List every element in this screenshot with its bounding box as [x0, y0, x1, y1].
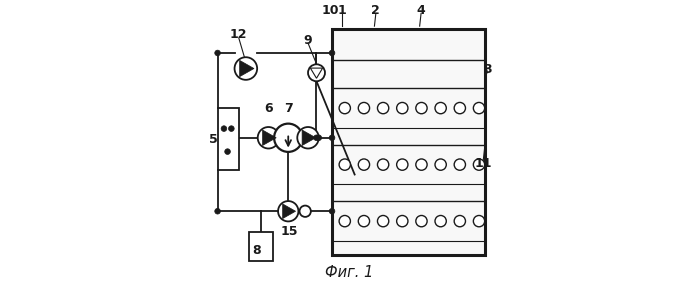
Polygon shape: [311, 68, 322, 78]
Circle shape: [416, 103, 427, 114]
Circle shape: [299, 206, 311, 217]
Polygon shape: [283, 204, 295, 219]
Circle shape: [339, 159, 350, 170]
Text: 12: 12: [230, 28, 248, 41]
Circle shape: [274, 124, 302, 152]
Circle shape: [396, 103, 408, 114]
Circle shape: [435, 103, 446, 114]
Circle shape: [225, 149, 230, 154]
Text: 3: 3: [483, 63, 492, 76]
Text: 1: 1: [338, 4, 346, 17]
Text: 6: 6: [264, 102, 273, 115]
Circle shape: [215, 50, 221, 56]
Circle shape: [329, 50, 335, 56]
Circle shape: [416, 216, 427, 227]
Circle shape: [473, 216, 484, 227]
Text: Фиг. 1: Фиг. 1: [325, 264, 373, 279]
Circle shape: [358, 216, 369, 227]
Circle shape: [297, 127, 319, 149]
Circle shape: [435, 159, 446, 170]
Text: 15: 15: [281, 225, 299, 237]
Circle shape: [339, 216, 350, 227]
Circle shape: [313, 135, 319, 141]
Circle shape: [454, 216, 466, 227]
Text: 11: 11: [475, 157, 492, 170]
Polygon shape: [262, 130, 276, 145]
Text: 8: 8: [252, 244, 260, 257]
Circle shape: [358, 159, 369, 170]
Circle shape: [339, 103, 350, 114]
Bar: [248, 232, 273, 261]
Circle shape: [454, 103, 466, 114]
Text: 7: 7: [284, 102, 292, 115]
Circle shape: [358, 103, 369, 114]
Bar: [332, 29, 484, 255]
Polygon shape: [239, 60, 254, 77]
Circle shape: [396, 159, 408, 170]
Circle shape: [308, 64, 325, 81]
Circle shape: [435, 216, 446, 227]
Text: 9: 9: [304, 34, 312, 47]
Circle shape: [235, 57, 257, 80]
Circle shape: [221, 126, 227, 131]
Circle shape: [378, 103, 389, 114]
Text: 5: 5: [209, 133, 218, 146]
Circle shape: [378, 159, 389, 170]
Circle shape: [454, 159, 466, 170]
Circle shape: [329, 208, 335, 214]
Text: 4: 4: [417, 4, 426, 17]
Circle shape: [378, 216, 389, 227]
Circle shape: [228, 126, 235, 131]
Circle shape: [215, 208, 221, 214]
Circle shape: [473, 159, 484, 170]
Text: 2: 2: [371, 4, 380, 17]
Circle shape: [316, 135, 322, 141]
Text: 10: 10: [322, 4, 339, 17]
Circle shape: [473, 103, 484, 114]
Circle shape: [396, 216, 408, 227]
Circle shape: [329, 135, 335, 141]
Circle shape: [278, 201, 299, 222]
Circle shape: [258, 127, 279, 149]
Polygon shape: [302, 130, 315, 145]
Bar: [218, 108, 239, 170]
Circle shape: [416, 159, 427, 170]
